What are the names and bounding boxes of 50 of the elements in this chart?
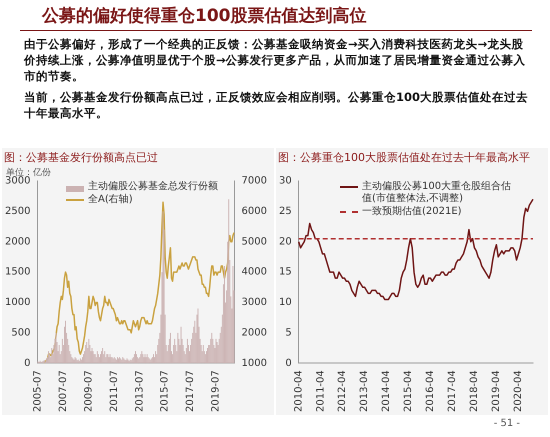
legend-label: 一致预期估值(2021E) (362, 206, 462, 218)
text: - 51 - (492, 418, 521, 429)
x-tick-label: 2019-07 (210, 370, 222, 412)
x-tick-label: 2017-07 (185, 370, 196, 412)
text: 由于公募偏好，形成了一个经典的正反馈：公募基金吸纳资金→买入消费科技医药龙头→龙头股价持续上涨，公募净值明显优于个股→公募发行更多产品，从而加速了居民增量资金通过公募入市的节奏。 (24, 36, 527, 84)
x-tick-label: 2019-04 (490, 370, 502, 412)
y2-tick-label: 1000 (242, 358, 268, 369)
y-tick-label: 2500 (4, 206, 30, 217)
x-tick-label: 2018-04 (469, 370, 480, 412)
y2-tick-label: 4000 (242, 266, 268, 278)
x-tick-label: 2017-04 (447, 370, 458, 412)
y2-tick-label: 7000 (242, 176, 268, 187)
x-tick-label: 2013-07 (134, 370, 146, 412)
y-tick-label: 30 (278, 176, 292, 187)
x-tick-label: 2007-07 (58, 370, 70, 412)
y-tick-label: 3000 (4, 176, 30, 187)
x-tick-label: 2009-07 (83, 370, 94, 412)
y-tick-label: 500 (11, 327, 30, 338)
y-tick-label: 0 (285, 358, 292, 369)
chart-title: 图：公募重仓100大股票估值处在过去十年最高水平 (277, 150, 531, 165)
text: 公募的偏好使得重仓100股票估值达到高位 (20, 0, 532, 31)
y-tick-label: 10 (278, 297, 292, 308)
y-tick-label: 0 (24, 358, 30, 369)
x-tick-label: 2013-04 (359, 370, 370, 412)
y-tick-label: 2000 (4, 236, 30, 248)
x-tick-label: 2020-04 (512, 370, 524, 412)
y-tick-label: 15 (278, 266, 292, 278)
x-tick-label: 2016-04 (425, 370, 436, 412)
x-tick-label: 2012-04 (337, 370, 348, 412)
x-tick-label: 2010-04 (293, 370, 304, 412)
x-tick-label: 2014-04 (381, 370, 392, 412)
y-tick-label: 1500 (4, 266, 30, 278)
legend-label: 主动偏股公募100大重仓股组合估值(市值整体法,不调整) (362, 181, 512, 205)
y2-tick-label: 5000 (242, 236, 268, 248)
y-tick-label: 5 (285, 327, 292, 338)
text: 当前，公募基金发行份额高点已过，正反馈效应会相应削弱。公募重仓100大股票估值处在过去十年最高水平。 (24, 89, 530, 121)
x-tick-label: 2011-07 (108, 370, 120, 412)
y2-tick-label: 2000 (242, 327, 268, 338)
x-tick-label: 2015-07 (160, 370, 171, 412)
y2-tick-label: 6000 (242, 206, 268, 217)
y-tick-label: 20 (278, 236, 292, 248)
y-tick-label: 25 (278, 206, 292, 217)
y2-tick-label: 3000 (242, 297, 268, 308)
legend-label: 主动偏股公募基金总发行份额 (88, 181, 218, 193)
y-tick-label: 1000 (4, 297, 30, 308)
legend-label: 全A(右轴) (88, 194, 133, 206)
x-tick-label: 2011-04 (315, 370, 326, 412)
x-tick-label: 2005-07 (32, 370, 44, 412)
x-tick-label: 2015-04 (403, 370, 414, 412)
chart-title: 图：公募基金发行份额高点已过 (3, 150, 159, 165)
